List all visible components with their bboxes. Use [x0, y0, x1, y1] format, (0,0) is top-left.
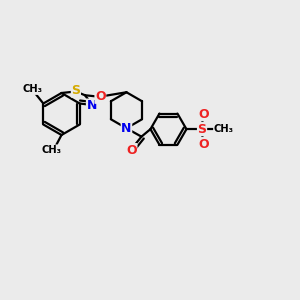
Text: N: N: [86, 99, 97, 112]
Text: O: O: [126, 144, 137, 157]
Text: O: O: [198, 108, 208, 121]
Text: O: O: [198, 138, 208, 151]
Text: S: S: [71, 84, 80, 97]
Text: CH₃: CH₃: [214, 124, 234, 134]
Text: CH₃: CH₃: [42, 145, 62, 155]
Text: CH₃: CH₃: [22, 84, 43, 94]
Text: N: N: [121, 122, 132, 135]
Text: O: O: [95, 90, 106, 103]
Text: S: S: [197, 123, 206, 136]
